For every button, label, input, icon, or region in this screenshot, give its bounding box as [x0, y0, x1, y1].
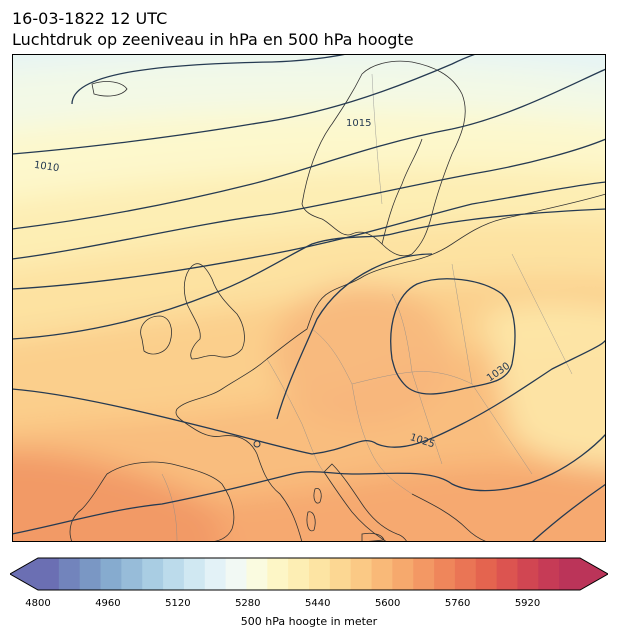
colorbar-outline	[10, 557, 608, 591]
isobar-line	[12, 138, 606, 260]
colorbar-tick-label: 5760	[444, 598, 471, 609]
colorbar-cell	[79, 558, 102, 590]
country-borders	[161, 73, 573, 542]
colorbar-extend-low	[10, 558, 38, 590]
colorbar-cell	[38, 558, 60, 590]
colorbar-tick-label: 5280	[235, 598, 261, 609]
colorbar-tick-label: 5440	[305, 598, 331, 609]
colorbar-extend-high	[580, 558, 608, 590]
colorbar-tick-label: 5600	[374, 598, 401, 609]
isobar-line	[276, 253, 433, 420]
colorbar-cell	[434, 558, 456, 590]
weather-map: 1010 1015 1030 1025	[12, 54, 606, 542]
isobar-line	[12, 54, 478, 155]
coastlines	[69, 60, 606, 542]
colorbar-cell	[413, 558, 435, 590]
colorbar-cell	[204, 558, 227, 590]
colorbar-cell	[163, 558, 185, 590]
colorbar	[10, 557, 608, 591]
colorbar-cell	[121, 558, 143, 590]
map-border	[12, 54, 606, 542]
colorbar-cell	[350, 558, 373, 590]
colorbar-cell	[559, 558, 581, 590]
colorbar-cell	[517, 558, 539, 590]
low-pressure-marker	[253, 440, 261, 448]
isobar-line	[12, 68, 606, 230]
isobar-label: 1010	[33, 160, 60, 174]
colorbar-label: 500 hPa hoogte in meter	[240, 615, 378, 628]
colorbar-cell	[100, 558, 122, 590]
colorbar-cells	[10, 558, 608, 590]
colorbar-cell	[225, 558, 248, 590]
colorbar-cell	[538, 558, 560, 590]
isobar-line	[12, 433, 606, 535]
colorbar-cell	[371, 558, 393, 590]
isobar-line	[71, 54, 350, 105]
colorbar-cell	[267, 558, 289, 590]
colorbar-cell	[58, 558, 81, 590]
colorbar-cell	[142, 558, 164, 590]
colorbar-cell	[392, 558, 414, 590]
colorbar-cell	[309, 558, 331, 590]
map-subtitle: Luchtdruk op zeeniveau in hPa en 500 hPa…	[12, 30, 414, 49]
colorbar-tick-label: 4800	[25, 598, 51, 609]
colorbar-cell	[496, 558, 519, 590]
colorbar-cell	[288, 558, 310, 590]
colorbar-tick-label: 5120	[165, 598, 191, 609]
isobar-line	[12, 208, 606, 340]
isobar-line	[390, 278, 516, 395]
isobar-line	[12, 338, 606, 455]
map-timestamp: 16-03-1822 12 UTC	[12, 9, 168, 28]
colorbar-cell	[329, 558, 352, 590]
colorbar-cell	[454, 558, 477, 590]
colorbar-cell	[183, 558, 206, 590]
height-field-bands	[12, 54, 606, 542]
colorbar-tick-label: 5920	[514, 598, 541, 609]
colorbar-cell	[246, 558, 268, 590]
isobars	[12, 54, 606, 542]
colorbar-cell	[475, 558, 498, 590]
colorbar-tick-label: 4960	[95, 598, 121, 609]
isobar-label: 1015	[346, 118, 371, 129]
isobar-line	[531, 483, 606, 542]
